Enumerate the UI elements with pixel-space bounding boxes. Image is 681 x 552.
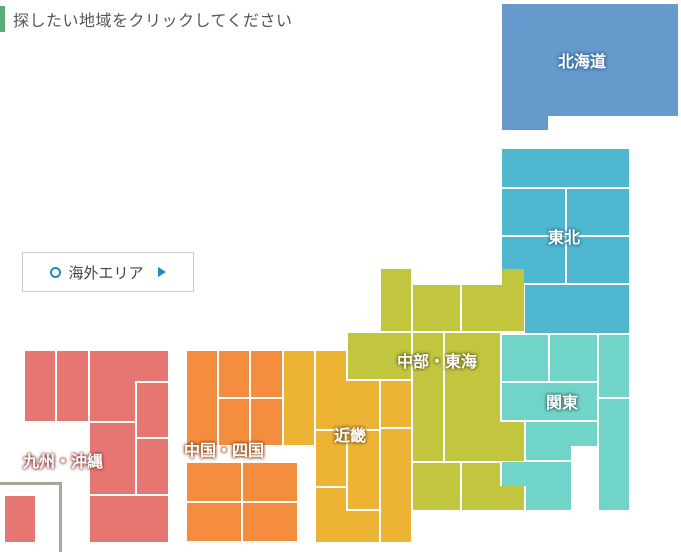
region-label-hokkaido[interactable]: 北海道: [558, 52, 607, 71]
ring-icon: [50, 266, 62, 278]
triangle-right-icon: [157, 267, 166, 277]
heading-accent-bar: [0, 6, 5, 32]
page-heading: 探したい地域をクリックしてください: [0, 6, 293, 32]
overseas-area-button[interactable]: 海外エリア: [22, 252, 194, 292]
region-label-tohoku[interactable]: 東北: [548, 228, 581, 247]
region-label-chubu-tokai[interactable]: 中部・東海: [397, 352, 478, 371]
region-label-kyushu-okinawa[interactable]: 九州・沖縄: [23, 452, 104, 471]
region-label-chugoku-shikoku[interactable]: 中国・四国: [184, 441, 265, 460]
overseas-area-label: 海外エリア: [68, 263, 144, 282]
region-label-kinki[interactable]: 近畿: [334, 426, 367, 445]
okinawa-divider-vertical: [59, 482, 62, 552]
heading-text: 探したい地域をクリックしてください: [13, 11, 293, 30]
region-label-kanto[interactable]: 関東: [546, 393, 579, 412]
okinawa-divider: [0, 482, 62, 485]
